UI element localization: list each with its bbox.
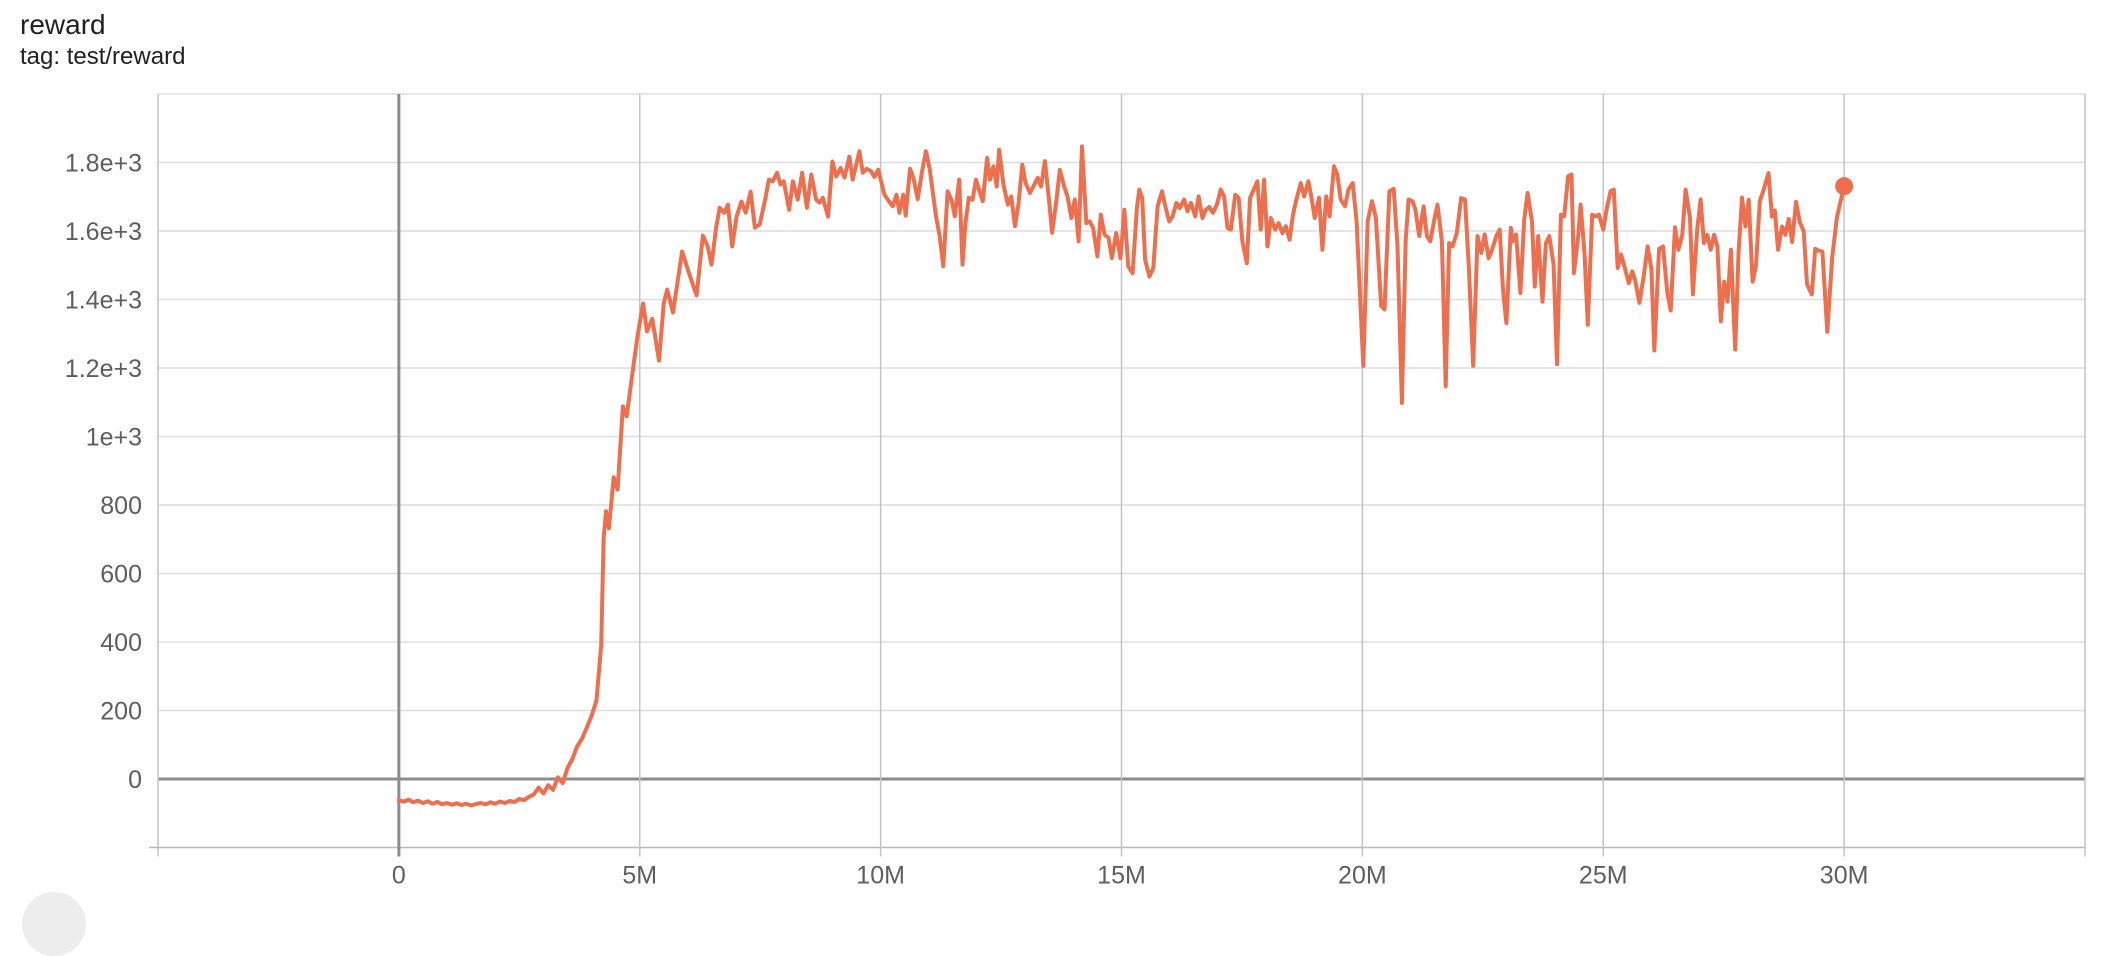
x-tick-label: 10M bbox=[856, 862, 905, 890]
y-tick-label: 1e+3 bbox=[86, 424, 142, 452]
y-tick-label: 1.2e+3 bbox=[65, 355, 142, 383]
card-action-button-partial[interactable] bbox=[22, 892, 86, 956]
final-point-marker bbox=[1835, 177, 1854, 196]
y-tick-label: 1.8e+3 bbox=[65, 150, 142, 178]
chart-card-header: reward tag: test/reward bbox=[20, 8, 185, 72]
x-tick-label: 20M bbox=[1338, 862, 1387, 890]
x-tick-label: 15M bbox=[1097, 862, 1146, 890]
y-tick-label: 400 bbox=[100, 629, 142, 657]
x-axis-tick-labels: 0 5M 10M 15M 20M 25M 30M bbox=[392, 862, 1869, 890]
y-tick-label: 600 bbox=[100, 561, 142, 589]
x-tick-label: 25M bbox=[1579, 862, 1628, 890]
chart-tag-subtitle: tag: test/reward bbox=[20, 43, 186, 70]
x-tick-label: 5M bbox=[622, 862, 657, 890]
x-tick-label: 0 bbox=[392, 862, 406, 890]
series-line-test-reward bbox=[396, 144, 1847, 808]
y-tick-label: 0 bbox=[128, 766, 142, 794]
y-tick-label: 200 bbox=[100, 698, 142, 726]
page-title: reward bbox=[20, 9, 106, 40]
reward-chart[interactable]: 1.8e+3 1.6e+3 1.4e+3 1.2e+3 1e+3 800 600 400 200… bbox=[0, 0, 2110, 900]
x-tick-label: 30M bbox=[1820, 862, 1869, 890]
y-tick-label: 1.4e+3 bbox=[65, 287, 142, 315]
grid bbox=[149, 93, 2086, 857]
y-axis-tick-labels: 1.8e+3 1.6e+3 1.4e+3 1.2e+3 1e+3 800 600 400 200… bbox=[65, 150, 142, 795]
y-tick-label: 1.6e+3 bbox=[65, 218, 142, 246]
y-tick-label: 800 bbox=[100, 492, 142, 520]
